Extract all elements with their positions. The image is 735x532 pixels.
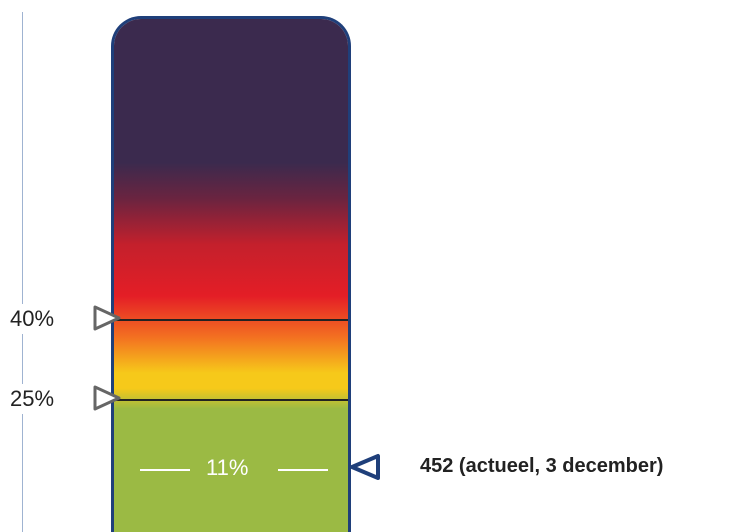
current-percent-label: 11% bbox=[206, 455, 249, 480]
gauge-bar: 11% bbox=[111, 16, 351, 532]
current-value-text: 452 (actueel, 3 december) bbox=[420, 455, 664, 477]
current-marker-icon bbox=[350, 454, 380, 480]
vertical-axis-line bbox=[22, 12, 23, 532]
threshold-label-25: 25% bbox=[10, 384, 55, 414]
current-dash-left bbox=[140, 469, 190, 471]
threshold-line-25 bbox=[114, 399, 348, 401]
gauge-gradient bbox=[114, 19, 348, 532]
threshold-marker-40-icon bbox=[93, 305, 121, 331]
threshold-label-40: 40% bbox=[10, 304, 55, 334]
threshold-line-40 bbox=[114, 319, 348, 321]
current-dash-right bbox=[278, 469, 328, 471]
threshold-marker-25-icon bbox=[93, 385, 121, 411]
